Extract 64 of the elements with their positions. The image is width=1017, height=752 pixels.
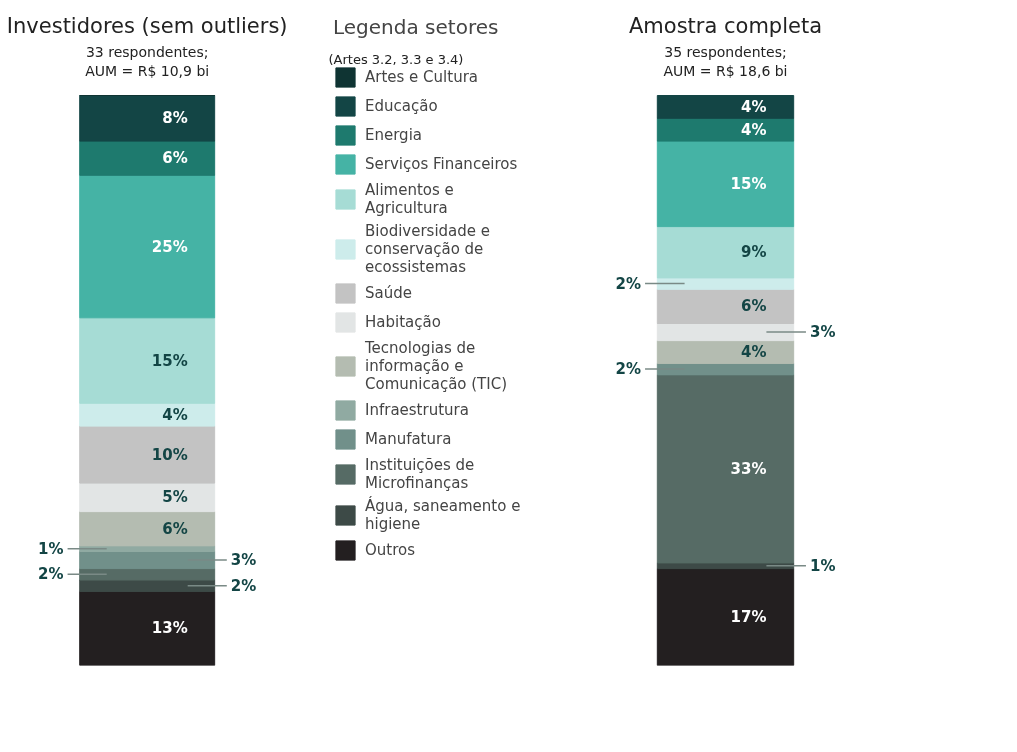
chart-title: Investidores (sem outliers) xyxy=(6,13,288,38)
data-label: 5% xyxy=(162,488,188,507)
bar xyxy=(79,425,216,484)
data-label: 4% xyxy=(740,97,767,116)
data-label: 17% xyxy=(730,608,767,627)
bar xyxy=(79,482,216,513)
data-label: 13% xyxy=(151,619,188,638)
data-label: 4% xyxy=(740,120,767,139)
bar xyxy=(656,95,795,119)
data-label: 2% xyxy=(38,565,64,584)
legend-label: Habitação xyxy=(365,313,442,331)
data-label: 6% xyxy=(162,149,188,168)
data-label: 2% xyxy=(615,274,641,293)
chart-subtitle: 35 respondentes; AUM = R$ 18,6 bi xyxy=(663,43,788,79)
bar xyxy=(79,140,216,176)
data-label: 1% xyxy=(810,556,836,575)
bar xyxy=(656,140,795,228)
bar xyxy=(656,340,795,364)
data-label: 2% xyxy=(230,576,257,595)
bar xyxy=(656,117,795,142)
data-label: 3% xyxy=(810,323,836,342)
bar xyxy=(79,511,216,547)
bar xyxy=(79,174,216,319)
legend-label: Serviços Financeiros xyxy=(365,155,519,173)
data-label: 2% xyxy=(615,360,641,379)
data-label: 4% xyxy=(162,405,188,424)
data-label: 15% xyxy=(151,351,188,370)
legend-label: Instituições de Microfinanças xyxy=(365,456,476,492)
legend-label: Água, saneamento e higiene xyxy=(365,497,522,533)
data-label: 9% xyxy=(740,243,767,262)
bar xyxy=(656,288,795,324)
data-label: 6% xyxy=(740,297,767,316)
legend-label: Tecnologias de informação e Comunicação (TIC) xyxy=(365,339,509,393)
data-label: 15% xyxy=(730,174,767,193)
data-label: 6% xyxy=(162,519,188,538)
data-label: 1% xyxy=(38,539,64,558)
bar xyxy=(79,317,216,404)
legend-label: Outros xyxy=(365,541,417,559)
legend-label: Saúde xyxy=(365,284,413,302)
bar xyxy=(656,323,795,342)
data-label: 3% xyxy=(230,551,257,570)
legend-label: Artes e Cultura xyxy=(365,68,479,86)
bar xyxy=(656,568,795,666)
legend-label: Energia xyxy=(365,126,423,144)
bar xyxy=(656,226,795,279)
text: (Artes 3.2, 3.3 e 3.4) xyxy=(328,51,464,67)
bar xyxy=(79,402,216,427)
legend-label: Biodiversidade e conservação de ecossistemas xyxy=(365,222,492,276)
bar xyxy=(79,590,216,666)
bar xyxy=(79,95,216,142)
chart-subtitle: 33 respondentes; AUM = R$ 10,9 bi xyxy=(85,43,210,79)
bar xyxy=(79,568,216,581)
data-label: 33% xyxy=(730,459,767,478)
data-label: 10% xyxy=(151,445,188,464)
legend-label: Infraestrutura xyxy=(365,401,470,419)
legend-label: Educação xyxy=(365,97,439,115)
chart-title: Amostra completa xyxy=(628,13,823,38)
data-label: 4% xyxy=(740,343,767,361)
legend-label: Manufatura xyxy=(365,430,453,448)
legend-title: Legenda setores xyxy=(333,15,500,39)
legend-label: Alimentos e Agricultura xyxy=(365,181,455,217)
data-label: 8% xyxy=(162,109,188,128)
bar xyxy=(656,374,795,564)
data-label: 25% xyxy=(151,237,188,256)
